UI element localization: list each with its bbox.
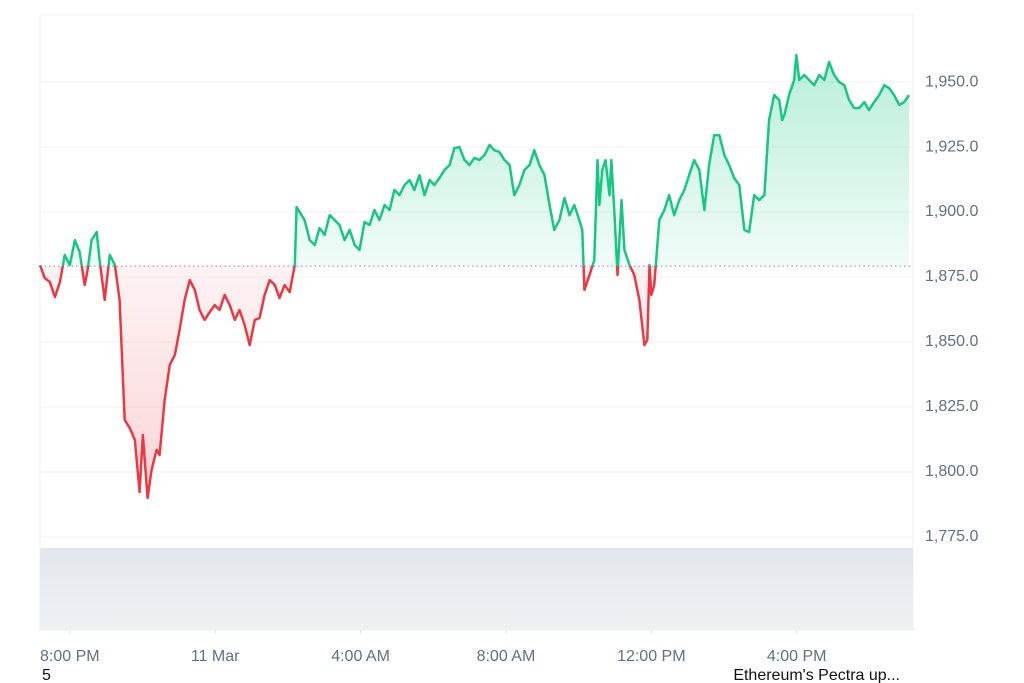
y-tick-label: 1,900.0 <box>925 203 978 220</box>
x-tick-label: 11 Mar <box>191 648 240 665</box>
x-tick-label: 8:00 PM <box>40 648 100 665</box>
y-tick-label: 1,850.0 <box>925 333 978 350</box>
y-tick-label: 1,775.0 <box>925 528 978 545</box>
y-tick-label: 1,800.0 <box>925 463 978 480</box>
y-tick-label: 1,950.0 <box>925 73 978 90</box>
area-fill <box>40 55 909 498</box>
volume-band <box>40 548 913 630</box>
x-tick-label: 4:00 AM <box>331 648 390 665</box>
y-tick-label: 1,825.0 <box>925 398 978 415</box>
x-tick-label: 4:00 PM <box>767 648 827 665</box>
x-tick-label: 12:00 PM <box>617 648 685 665</box>
price-line <box>38 53 911 500</box>
x-tick-label: 8:00 AM <box>477 648 536 665</box>
footer-left: 5 <box>42 667 51 683</box>
y-tick-label: 1,875.0 <box>925 268 978 285</box>
y-tick-label: 1,925.0 <box>925 138 978 155</box>
footer-news: Ethereum's Pectra up... <box>733 667 900 683</box>
